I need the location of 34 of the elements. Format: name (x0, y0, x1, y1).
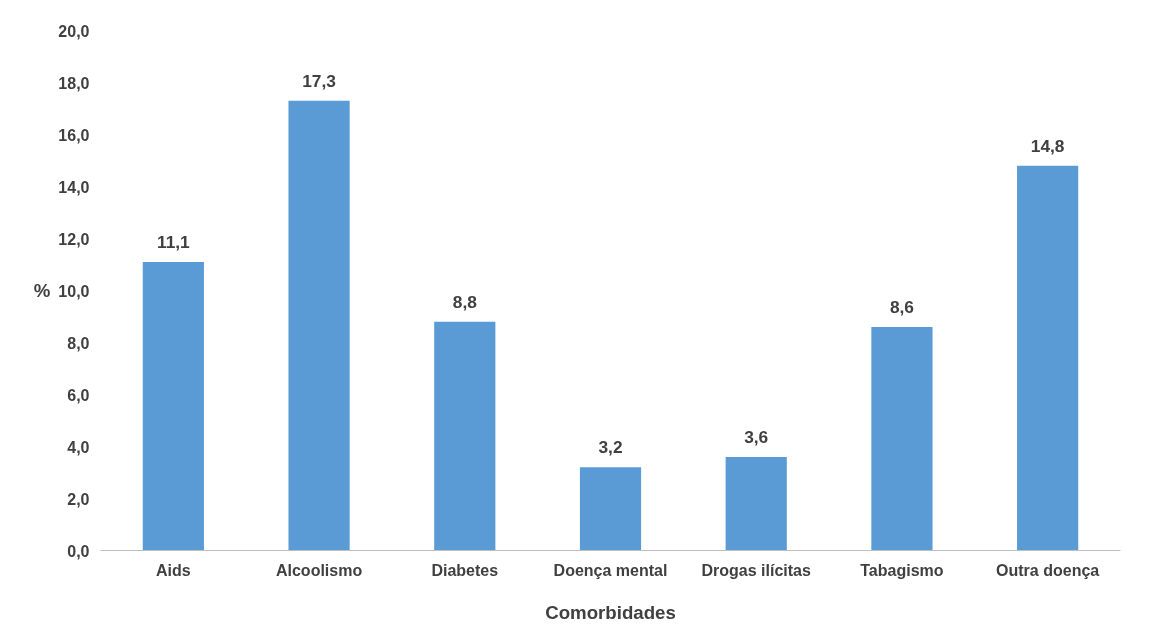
bar (142, 261, 204, 551)
bar (288, 100, 350, 551)
y-tick-label: 14,0 (58, 178, 90, 196)
y-tick-label: 8,0 (67, 334, 90, 352)
y-tick-label: 18,0 (58, 74, 90, 92)
data-label: 8,8 (452, 291, 478, 312)
y-tick-label: 12,0 (58, 230, 90, 248)
y-tick-label: 0,0 (67, 542, 90, 560)
data-label: 11,1 (156, 231, 191, 252)
bar (725, 456, 787, 551)
x-tick-label: Aids (156, 561, 191, 579)
y-tick-label: 4,0 (67, 438, 90, 456)
y-tick-label: 20,0 (58, 22, 90, 40)
x-tick-label: Drogas ilícitas (701, 561, 811, 579)
x-tick-label: Alcoolismo (275, 561, 363, 579)
x-tick-label: Tabagismo (860, 561, 944, 579)
x-tick-label: Doença mental (553, 561, 668, 579)
data-label: 17,3 (302, 70, 337, 91)
bar (579, 467, 642, 551)
bar (1017, 165, 1079, 551)
data-label: 14,8 (1030, 135, 1065, 156)
y-axis-title: % (33, 280, 51, 301)
y-tick-label: 6,0 (67, 386, 90, 404)
bar (434, 321, 496, 551)
x-axis-title: Comorbidades (545, 601, 676, 623)
x-tick-label: Outra doença (996, 561, 1100, 579)
x-tick-label: Diabetes (431, 561, 499, 579)
data-label: 3,2 (598, 437, 623, 458)
data-label: 8,6 (889, 296, 915, 317)
y-tick-label: 16,0 (58, 126, 90, 144)
data-label: 3,6 (744, 426, 769, 447)
bar (871, 326, 933, 551)
y-tick-label: 2,0 (67, 490, 90, 508)
y-tick-label: 10,0 (58, 282, 90, 300)
